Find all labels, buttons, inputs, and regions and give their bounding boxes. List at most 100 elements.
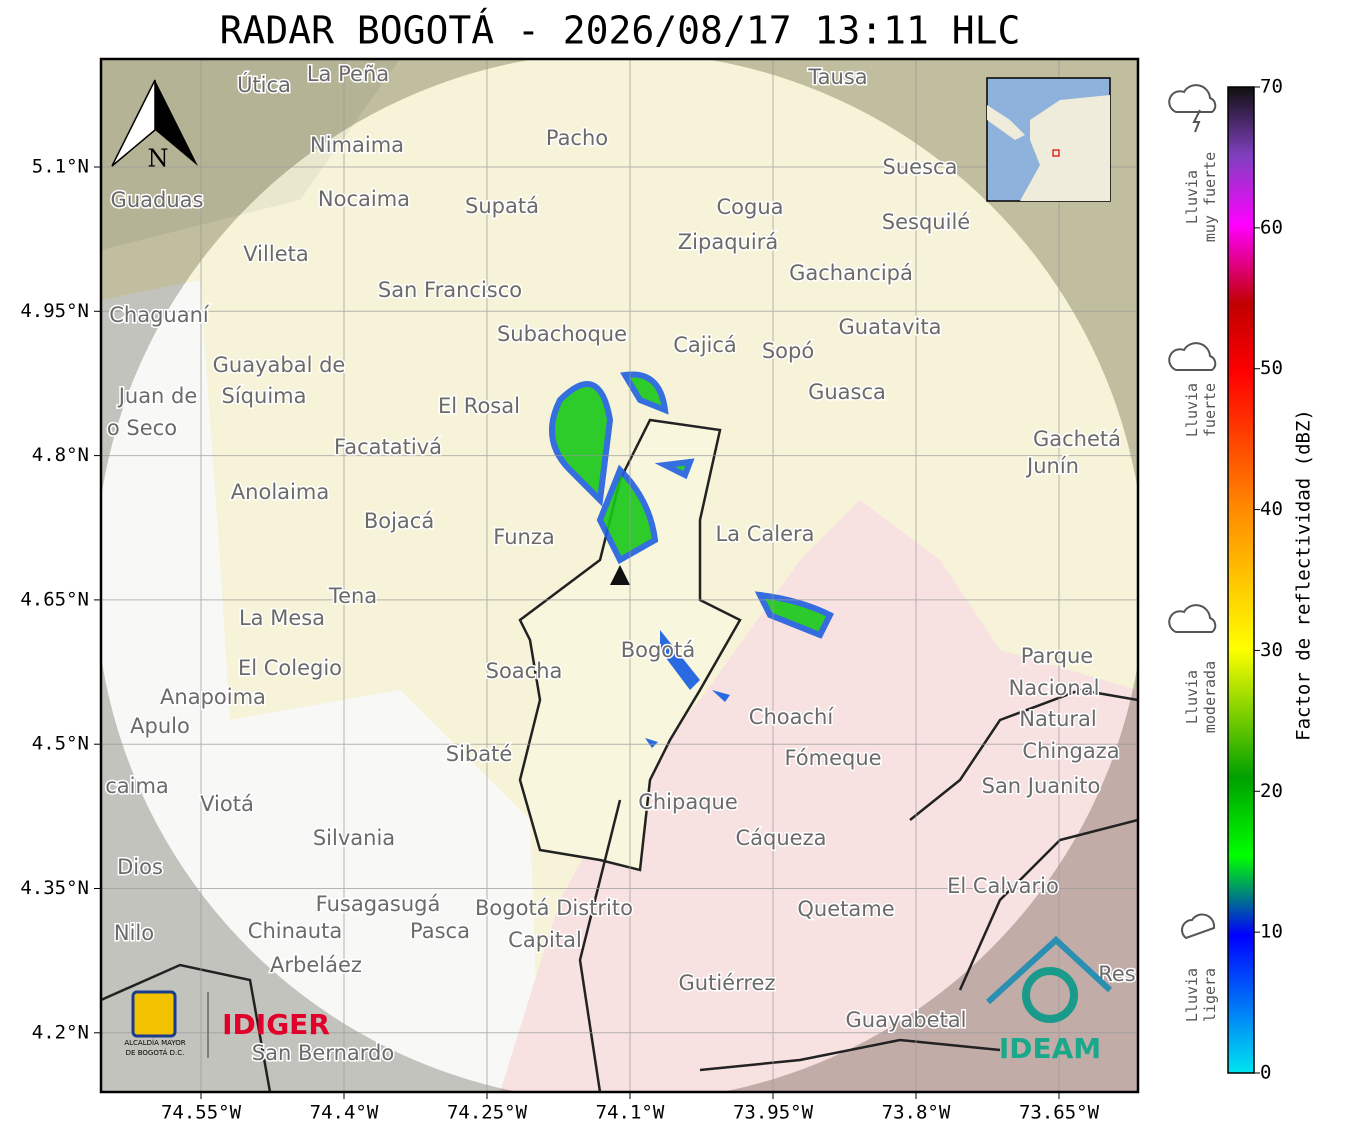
lon-tick-label: 73.65°W <box>1019 1102 1100 1124</box>
rain-category-label: muy fuerte <box>1201 152 1219 242</box>
lat-tick-label: 4.35°N <box>20 877 89 899</box>
colorbar-tick-label: 40 <box>1260 498 1283 520</box>
place-label: Arbeláez <box>270 953 362 977</box>
place-label: Anapoima <box>160 685 266 709</box>
place-label: Guatavita <box>839 315 942 339</box>
colorbar-tick-label: 30 <box>1260 639 1283 661</box>
lon-tick-label: 74.4°W <box>310 1102 379 1124</box>
place-label: Síquima <box>222 384 307 408</box>
place-label: La Calera <box>715 522 814 546</box>
idiger-logo: IDIGER <box>222 1008 330 1041</box>
place-label: Suesca <box>883 155 958 179</box>
place-label: Guayabetal <box>846 1008 967 1032</box>
place-label: San Francisco <box>378 278 522 302</box>
lat-tick-label: 4.5°N <box>32 733 89 755</box>
place-label: Viotá <box>200 792 254 816</box>
place-label: Gachetá <box>1033 427 1121 451</box>
place-label: Útica <box>237 72 291 97</box>
rain-category-label: moderada <box>1201 661 1219 733</box>
place-label: Guayabal de <box>213 353 346 377</box>
map: La Peña Útica Tausa Pacho Nimaima Suesca Guadu… <box>101 59 1138 1092</box>
lat-tick-label: 5.1°N <box>32 156 89 178</box>
logo-text: ALCALDÍA MAYOR <box>124 1038 185 1047</box>
place-label: Bojacá <box>364 509 434 533</box>
place-label: Zipaquirá <box>678 230 778 254</box>
place-label: Cogua <box>716 195 783 219</box>
colorbar-tick-label: 50 <box>1260 357 1283 379</box>
rain-category-label: fuerte <box>1201 383 1219 437</box>
place-label: Tausa <box>807 65 867 89</box>
place-label: caima <box>105 774 169 798</box>
place-label: Sibaté <box>446 742 513 766</box>
lon-tick-label: 73.95°W <box>733 1102 814 1124</box>
place-label: Quetame <box>797 897 894 921</box>
lon-tick-label: 73.8°W <box>882 1102 951 1124</box>
place-label: Junín <box>1025 454 1079 478</box>
place-label: Subachoque <box>497 322 627 346</box>
place-label: Nacional <box>1009 676 1100 700</box>
lat-tick-label: 4.2°N <box>32 1021 89 1043</box>
place-label: El Calvario <box>947 874 1059 898</box>
place-label: Gachancipá <box>789 261 913 285</box>
place-label: San Bernardo <box>252 1041 394 1065</box>
alcaldia-logo: ALCALDÍA MAYOR DE BOGOTÁ D.C. IDIGER <box>124 990 330 1058</box>
colorbar-tick-label: 20 <box>1260 780 1283 802</box>
place-label: Res <box>1098 962 1136 986</box>
rain-category-label: Lluvia <box>1183 383 1201 437</box>
map-frame <box>99 57 1140 1094</box>
place-label: Chinauta <box>248 919 342 943</box>
north-arrow: N <box>111 79 198 173</box>
place-label: Gutiérrez <box>679 971 776 995</box>
place-label: Nocaima <box>318 187 410 211</box>
place-label: Parque <box>1021 644 1093 668</box>
place-label: Chipaque <box>638 790 738 814</box>
colorbar-tick-label: 60 <box>1260 216 1283 238</box>
place-label: Juan de <box>117 384 198 408</box>
place-label: Funza <box>493 525 554 549</box>
lon-tick-label: 74.1°W <box>596 1102 665 1124</box>
logo-text: DE BOGOTÁ D.C. <box>126 1048 185 1057</box>
colorbar-tick-label: 0 <box>1260 1062 1271 1084</box>
place-label: Nimaima <box>310 133 404 157</box>
place-label: El Colegio <box>238 656 342 680</box>
place-label: Pasca <box>410 919 470 943</box>
place-label: Guaduas <box>111 188 204 212</box>
rain-category-label: Lluvia <box>1183 670 1201 724</box>
lon-tick-label: 74.25°W <box>447 1102 528 1124</box>
place-label: Sopó <box>762 339 814 363</box>
place-label: Villeta <box>243 242 308 266</box>
place-label: Facatativá <box>334 435 442 459</box>
place-label: Chingaza <box>1022 739 1119 763</box>
north-label: N <box>148 145 169 173</box>
place-label: Cáqueza <box>736 826 827 850</box>
rain-category-label: ligera <box>1201 968 1219 1022</box>
place-label: Capital <box>508 928 582 952</box>
lat-tick-label: 4.65°N <box>20 588 89 610</box>
place-label: Sesquilé <box>882 210 970 234</box>
place-label: Cajicá <box>673 333 737 357</box>
place-label: Natural <box>1019 707 1096 731</box>
colorbar-tick-label: 70 <box>1260 76 1283 98</box>
ideam-text: IDEAM <box>999 1032 1101 1065</box>
place-label: Bogotá <box>621 638 696 662</box>
weather-icons <box>1168 84 1217 940</box>
place-label: Guasca <box>808 380 886 404</box>
place-label: Supatá <box>465 194 539 218</box>
colorbar-label: Factor de reflectividad (dBZ) <box>1293 409 1315 741</box>
place-label: Fómeque <box>784 746 881 770</box>
lon-tick-label: 74.55°W <box>161 1102 242 1124</box>
title: RADAR BOGOTÁ - 2026/08/17 13:11 HLC <box>220 9 1021 53</box>
place-label: La Mesa <box>239 606 325 630</box>
place-label: Pacho <box>546 126 608 150</box>
lat-tick-label: 4.95°N <box>20 300 89 322</box>
place-label: Bogotá Distrito <box>475 896 633 920</box>
rain-category-label: Lluvia <box>1183 968 1201 1022</box>
place-label: La Peña <box>307 62 389 86</box>
place-label: Silvania <box>313 826 395 850</box>
place-label: o Seco <box>107 416 177 440</box>
place-label: Soacha <box>486 659 563 683</box>
place-label: Nilo <box>114 921 154 945</box>
place-label: Choachí <box>749 705 835 729</box>
place-label: San Juanito <box>982 774 1101 798</box>
